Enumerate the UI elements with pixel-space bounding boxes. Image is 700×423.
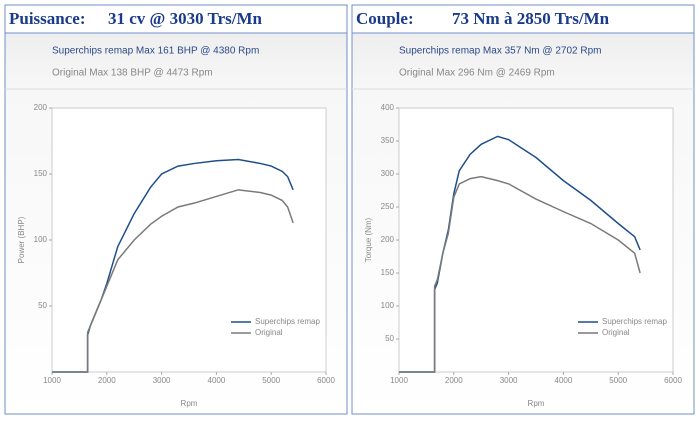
y-tick-label: 350 [381,136,395,145]
y-tick-label: 100 [34,235,48,244]
legend-label: Original [255,328,283,337]
y-tick-label: 50 [38,301,47,310]
x-axis-label: Rpm [181,399,198,408]
x-axis-label: Rpm [528,399,545,408]
subtitle: Original Max 138 BHP @ 4473 Rpm [52,68,213,79]
plot-area [51,107,327,373]
y-tick-label: 400 [381,103,395,112]
x-tick-label: 2000 [445,376,463,385]
x-tick-label: 1000 [43,376,61,385]
y-tick-label: 250 [381,202,395,211]
subtitle: Original Max 296 Nm @ 2469 Rpm [399,68,555,79]
x-tick-label: 6000 [317,376,335,385]
header-value: 31 cv @ 3030 Trs/Mn [108,9,263,28]
panel-header [351,4,695,34]
y-tick-label: 300 [381,169,395,178]
x-tick-label: 3000 [153,376,171,385]
x-tick-label: 6000 [664,376,682,385]
panel-header [4,4,348,34]
x-tick-label: 5000 [262,376,280,385]
y-tick-label: 150 [34,169,48,178]
header-label: Couple: [356,9,414,28]
subtitle: Superchips remap Max 161 BHP @ 4380 Rpm [52,46,259,57]
header-value: 73 Nm à 2850 Trs/Mn [452,9,610,28]
subtitle: Superchips remap Max 357 Nm @ 2702 Rpm [399,46,601,57]
x-tick-label: 5000 [609,376,627,385]
y-tick-label: 200 [381,235,395,244]
x-tick-label: 4000 [208,376,226,385]
series-line [52,189,294,373]
series-line [399,135,641,373]
y-tick-label: 150 [381,268,395,277]
y-axis-label: Torque (Nm) [364,217,373,262]
x-tick-label: 1000 [390,376,408,385]
y-tick-label: 100 [381,301,395,310]
y-tick-label: 50 [385,334,394,343]
y-axis-label: Power (BHP) [17,216,26,263]
legend-label: Superchips remap [602,317,667,326]
legend-label: Original [602,328,630,337]
legend-label: Superchips remap [255,317,320,326]
series-line [399,175,641,373]
x-tick-label: 4000 [555,376,573,385]
y-tick-label: 200 [34,103,48,112]
x-tick-label: 2000 [98,376,116,385]
header-label: Puissance: [9,9,86,28]
plot-area [398,107,674,373]
x-tick-label: 3000 [500,376,518,385]
